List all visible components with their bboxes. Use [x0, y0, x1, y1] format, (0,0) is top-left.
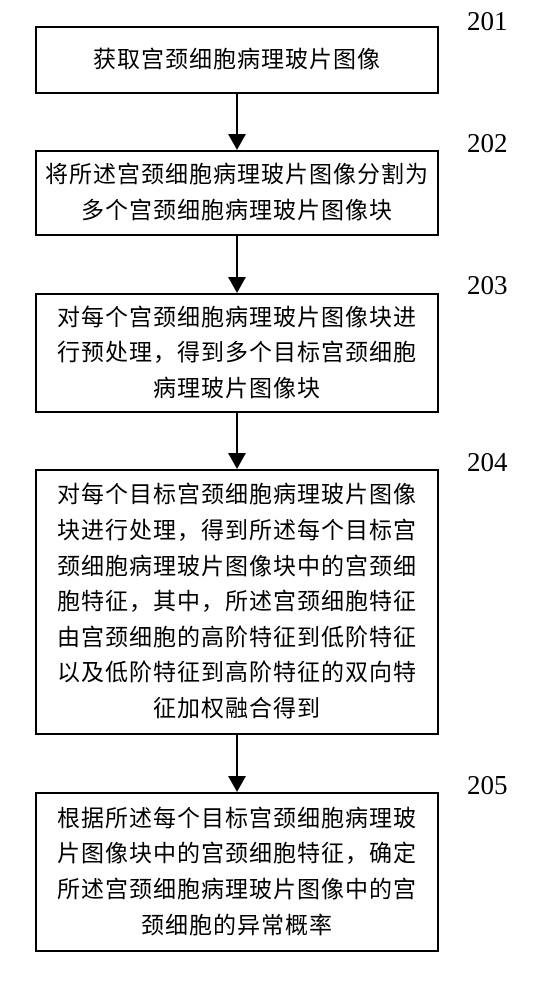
arrow-line: [236, 735, 238, 776]
flow-step-label: 203: [467, 270, 508, 301]
flow-step-n4: 对每个目标宫颈细胞病理玻片图像块进行处理，得到所述每个目标宫颈细胞病理玻片图像块…: [35, 469, 439, 735]
flow-step-label: 205: [467, 770, 508, 801]
flow-step-n3: 对每个宫颈细胞病理玻片图像块进行预处理，得到多个目标宫颈细胞病理玻片图像块: [35, 293, 439, 413]
arrow-head-icon: [228, 134, 246, 150]
flow-step-label: 204: [467, 447, 508, 478]
flow-step-text: 根据所述每个目标宫颈细胞病理玻片图像块中的宫颈细胞特征，确定所述宫颈细胞病理玻片…: [47, 801, 427, 944]
flow-step-n5: 根据所述每个目标宫颈细胞病理玻片图像块中的宫颈细胞特征，确定所述宫颈细胞病理玻片…: [35, 792, 439, 952]
arrow-line: [236, 236, 238, 277]
arrow-head-icon: [228, 453, 246, 469]
flow-step-text: 对每个宫颈细胞病理玻片图像块进行预处理，得到多个目标宫颈细胞病理玻片图像块: [47, 300, 427, 407]
flow-step-text: 将所述宫颈细胞病理玻片图像分割为多个宫颈细胞病理玻片图像块: [41, 157, 433, 228]
flow-step-text: 对每个目标宫颈细胞病理玻片图像块进行处理，得到所述每个目标宫颈细胞病理玻片图像块…: [47, 477, 427, 726]
arrow-head-icon: [228, 776, 246, 792]
arrow-head-icon: [228, 277, 246, 293]
flow-step-text: 获取宫颈细胞病理玻片图像: [41, 42, 433, 78]
flow-step-n2: 将所述宫颈细胞病理玻片图像分割为多个宫颈细胞病理玻片图像块: [35, 150, 439, 236]
flowchart-canvas: 获取宫颈细胞病理玻片图像 201 将所述宫颈细胞病理玻片图像分割为多个宫颈细胞病理玻…: [0, 0, 545, 1000]
flow-step-label: 201: [467, 6, 508, 37]
arrow-line: [236, 94, 238, 134]
flow-step-label: 202: [467, 128, 508, 159]
flow-step-n1: 获取宫颈细胞病理玻片图像: [35, 26, 439, 94]
arrow-line: [236, 413, 238, 453]
